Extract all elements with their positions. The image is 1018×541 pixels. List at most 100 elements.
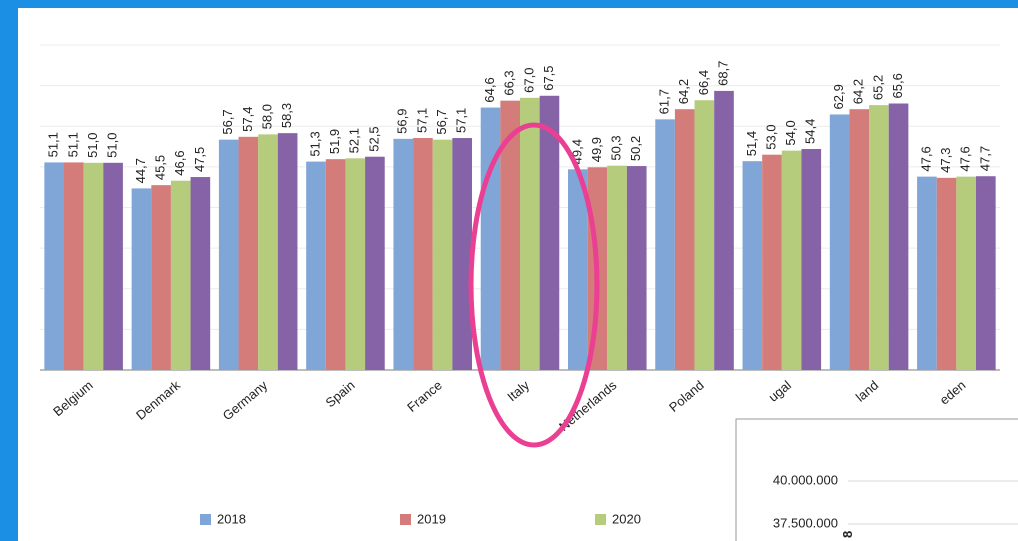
bar	[218, 139, 239, 370]
bar	[539, 95, 560, 370]
bar	[849, 109, 870, 370]
bar	[568, 169, 588, 370]
data-label: 57,1	[414, 108, 429, 133]
bar	[103, 162, 123, 370]
data-label: 51,0	[105, 133, 120, 158]
data-label: 54,0	[783, 120, 798, 145]
bar	[500, 100, 520, 370]
data-label: 47,7	[977, 146, 992, 171]
bar	[762, 154, 782, 370]
data-label: 66,3	[502, 70, 517, 95]
data-label: 44,7	[133, 158, 148, 183]
bar	[44, 162, 64, 370]
y-tick-label: 37.500.000	[773, 515, 838, 530]
bar	[277, 133, 298, 370]
bar	[238, 136, 259, 370]
bar	[956, 176, 976, 370]
legend-label: 2020	[612, 511, 641, 526]
data-label: 61,7	[657, 89, 672, 114]
data-label: 51,3	[307, 131, 322, 156]
bar	[607, 165, 627, 370]
bar	[151, 185, 171, 370]
bar	[655, 119, 675, 370]
data-label: 54,4	[803, 119, 818, 144]
bar	[674, 109, 695, 370]
data-label: 56,7	[220, 109, 235, 134]
bar	[480, 107, 501, 370]
bar	[742, 161, 763, 370]
bar	[829, 114, 850, 370]
data-label: 65,6	[890, 73, 905, 98]
data-label: 66,4	[696, 70, 711, 95]
data-label: 64,2	[676, 79, 691, 104]
legend-label: 2019	[417, 511, 446, 526]
bar	[325, 159, 346, 370]
data-label: 47,6	[918, 146, 933, 171]
legend-swatch	[400, 514, 411, 525]
bar	[869, 105, 889, 370]
bar	[781, 150, 802, 370]
data-label: 56,9	[395, 109, 410, 134]
bar	[888, 103, 909, 370]
data-label: 46,6	[172, 150, 187, 175]
bar	[452, 138, 472, 370]
data-label: 52,1	[347, 128, 362, 153]
data-label: 51,0	[85, 133, 100, 158]
data-label: 47,5	[192, 147, 207, 172]
bar	[413, 138, 433, 370]
bar	[694, 100, 715, 370]
data-label: 52,5	[366, 126, 381, 151]
bar	[258, 134, 278, 370]
data-label: 47,3	[938, 148, 953, 173]
bar	[626, 166, 647, 370]
bar	[976, 176, 996, 370]
overlay-frame	[735, 418, 1018, 541]
data-label: 67,5	[541, 65, 556, 90]
bar	[801, 149, 822, 370]
data-label: 65,2	[870, 75, 885, 100]
data-label: 50,3	[609, 135, 624, 160]
bar	[365, 156, 385, 370]
data-label: 58,0	[259, 104, 274, 129]
data-label: 47,6	[958, 146, 973, 171]
bar	[64, 162, 84, 370]
data-label: 51,1	[46, 132, 61, 157]
bar	[520, 97, 540, 370]
bar	[190, 177, 211, 370]
bar	[131, 188, 152, 370]
bar	[714, 90, 734, 370]
bar	[83, 162, 104, 370]
data-label: 50,2	[628, 136, 643, 161]
legend-label: 2018	[217, 511, 246, 526]
data-label: 57,1	[454, 108, 469, 133]
data-label: 57,4	[240, 107, 255, 132]
data-label: 67,0	[521, 68, 536, 93]
legend-swatch	[200, 514, 211, 525]
bar	[306, 161, 326, 370]
data-label: 51,1	[65, 132, 80, 157]
data-label: 62,9	[831, 84, 846, 109]
data-label: 64,6	[482, 77, 497, 102]
bar	[345, 158, 366, 370]
data-label: 51,9	[327, 129, 342, 154]
legend-swatch	[595, 514, 606, 525]
bar	[432, 139, 453, 370]
data-label: 58,3	[279, 103, 294, 128]
annotation: 8	[840, 531, 855, 538]
y-tick-label: 40.000.000	[773, 472, 838, 487]
bar	[936, 177, 957, 370]
bar	[393, 138, 414, 370]
bar	[170, 180, 191, 370]
legend: 2018 2019 2020	[200, 511, 641, 526]
bar	[917, 176, 937, 370]
highlight-ellipse	[468, 122, 600, 448]
data-label: 64,2	[851, 79, 866, 104]
data-label: 68,7	[715, 61, 730, 86]
data-label: 56,7	[434, 109, 449, 134]
data-label: 51,4	[744, 131, 759, 156]
data-label: 49,9	[589, 137, 604, 162]
data-label: 45,5	[153, 155, 168, 180]
